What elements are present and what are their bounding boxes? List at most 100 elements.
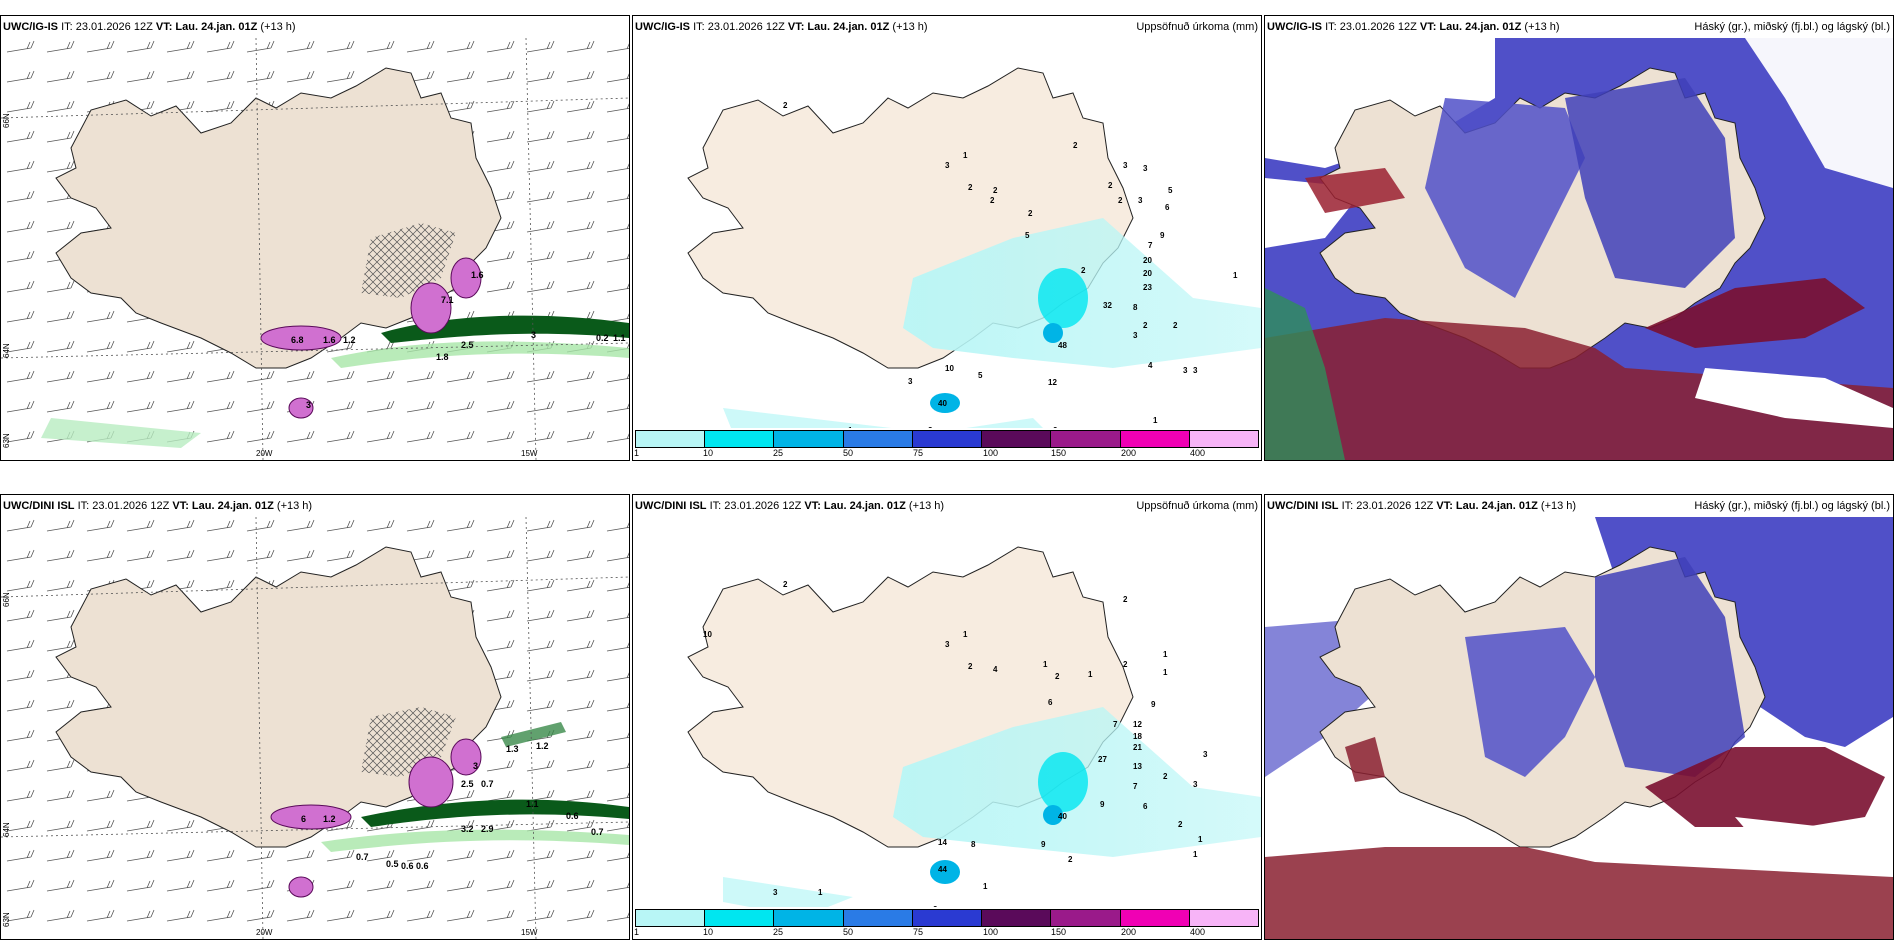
wind-label: 0.2 <box>596 333 609 343</box>
precip-map: 2 1 3 2 2 2 5 2 2 3 2 3 2 3 5 6 7 9 20 2… <box>687 67 1261 448</box>
precip-label: 1 <box>963 630 968 639</box>
wind-label: 1.1 <box>613 333 626 343</box>
wind-label: 1.3 <box>506 744 519 754</box>
precip-core <box>1043 323 1063 343</box>
cloud-panel-dini: UWC/DINI ISL IT: 23.01.2026 12Z VT: Lau.… <box>1264 494 1894 940</box>
precip-label: 13 <box>1133 762 1142 771</box>
init-time: IT: 23.01.2026 12Z <box>61 21 153 33</box>
wind-label: 3 <box>473 761 478 771</box>
init-time: IT: 23.01.2026 12Z <box>1325 21 1417 33</box>
lead-time: (+13 h) <box>1540 500 1577 512</box>
legend-swatch <box>843 431 913 447</box>
valid-time: Lau. 24.jan. 01Z <box>191 500 274 512</box>
legend-swatch <box>912 431 983 447</box>
field-description: Uppsöfnuð úrkoma (mm) <box>1136 500 1258 512</box>
precip-core <box>1038 268 1088 328</box>
gust-blob <box>408 756 454 808</box>
wind-label: 1.6 <box>323 335 336 345</box>
precip-label: 1 <box>1163 668 1168 677</box>
lat-label: 66N <box>2 592 11 607</box>
precip-label: 20 <box>1143 269 1152 278</box>
precip-label: 2 <box>1143 321 1148 330</box>
precip-legend: 1 10 25 50 75 100 150 200 400 <box>633 428 1261 460</box>
gust-blob <box>450 738 482 776</box>
wind-panel-dini: UWC/DINI ISL IT: 23.01.2026 12Z VT: Lau.… <box>0 494 630 940</box>
precip-label: 1 <box>1153 416 1158 425</box>
lat-label: 66N <box>2 113 11 128</box>
precip-label: 2 <box>1123 595 1128 604</box>
precip-label: 2 <box>993 186 998 195</box>
precip-label: 4 <box>1148 361 1153 370</box>
precip-label: 2 <box>783 101 788 110</box>
precip-panel-igis: UWC/IG-IS IT: 23.01.2026 12Z VT: Lau. 24… <box>632 15 1262 461</box>
legend-swatch <box>982 431 1052 447</box>
precip-label: 2 <box>783 580 788 589</box>
wind-band-light <box>321 829 629 852</box>
legend-swatch <box>705 910 775 926</box>
valid-label: VT: <box>804 500 821 512</box>
legend-label: 200 <box>1121 448 1137 458</box>
clear-sky <box>1745 38 1893 188</box>
legend-label: 100 <box>983 448 999 458</box>
wind-label: 2.5 <box>461 340 474 350</box>
precip-label: 1 <box>983 882 988 891</box>
legend-swatch <box>912 910 983 926</box>
precip-label: 44 <box>938 865 947 874</box>
precip-label: 4 <box>993 665 998 674</box>
valid-label: VT: <box>787 21 805 33</box>
precip-label: 23 <box>1143 283 1152 292</box>
precip-label: 3 <box>945 161 950 170</box>
precip-label: 6 <box>1143 802 1148 811</box>
legend-colorbar <box>635 430 1259 448</box>
lat-label: 63N <box>2 912 11 927</box>
legend-swatch <box>982 910 1052 926</box>
wind-map: 6 1.2 2.5 3 0.7 3.2 2.9 1.3 1.2 1.1 0.6 … <box>1 517 629 939</box>
valid-time: Lau. 24.jan. 01Z <box>807 21 890 33</box>
legend-label: 100 <box>983 927 999 937</box>
precip-label: 6 <box>1165 203 1170 212</box>
precip-label: 2 <box>1173 321 1178 330</box>
wind-label: 2.9 <box>481 824 494 834</box>
precip-label: 12 <box>1048 378 1057 387</box>
precip-label: 1 <box>1088 670 1093 679</box>
model-name: UWC/DINI ISL <box>1267 500 1339 512</box>
precip-core <box>1043 805 1063 825</box>
legend-label: 25 <box>773 927 784 937</box>
field-description: Háský (gr.), miðský (fj.bl.) og lágský (… <box>1694 500 1890 512</box>
low-cloud-patch <box>1305 168 1405 213</box>
wind-label: 0.6 <box>566 811 579 821</box>
wind-label: 1.8 <box>436 352 449 362</box>
precip-label: 1 <box>963 151 968 160</box>
lon-label: 20W <box>256 928 273 937</box>
legend-colorbar <box>635 909 1259 927</box>
precip-label: 20 <box>1143 256 1152 265</box>
precip-label: 3 <box>1138 196 1143 205</box>
wind-label: 3 <box>531 330 536 340</box>
precip-label: 3 <box>945 640 950 649</box>
panel-title: UWC/DINI ISL IT: 23.01.2026 12Z VT: Lau.… <box>633 495 1261 517</box>
init-time: IT: 23.01.2026 12Z <box>77 500 170 512</box>
mid-cloud-over-land <box>1595 557 1745 777</box>
precip-label: 48 <box>1058 341 1067 350</box>
legend-swatch <box>1120 910 1190 926</box>
legend-label: 50 <box>843 927 854 937</box>
model-name: UWC/DINI ISL <box>635 500 707 512</box>
precip-panel-dini: UWC/DINI ISL IT: 23.01.2026 12Z VT: Lau.… <box>632 494 1262 940</box>
lat-label: 64N <box>2 343 11 358</box>
mid-cloud-over-land <box>1425 98 1585 298</box>
precip-label: 9 <box>1100 800 1105 809</box>
panel-title: UWC/DINI ISL IT: 23.01.2026 12Z VT: Lau.… <box>1 495 629 517</box>
hatched-area <box>361 223 456 298</box>
wind-band-green <box>501 722 566 747</box>
low-cloud-field <box>1645 278 1865 348</box>
precip-label: 3 <box>773 888 778 897</box>
model-name: UWC/IG-IS <box>3 21 58 33</box>
precip-label: 8 <box>971 840 976 849</box>
model-name: UWC/IG-IS <box>635 21 690 33</box>
precip-label: 3 <box>1183 366 1188 375</box>
precip-label: 2 <box>1123 660 1128 669</box>
precip-label: 14 <box>938 838 947 847</box>
precip-label: 8 <box>1133 303 1138 312</box>
cloud-panel-igis: UWC/IG-IS IT: 23.01.2026 12Z VT: Lau. 24… <box>1264 15 1894 461</box>
mid-cloud-over-land <box>1465 627 1595 777</box>
